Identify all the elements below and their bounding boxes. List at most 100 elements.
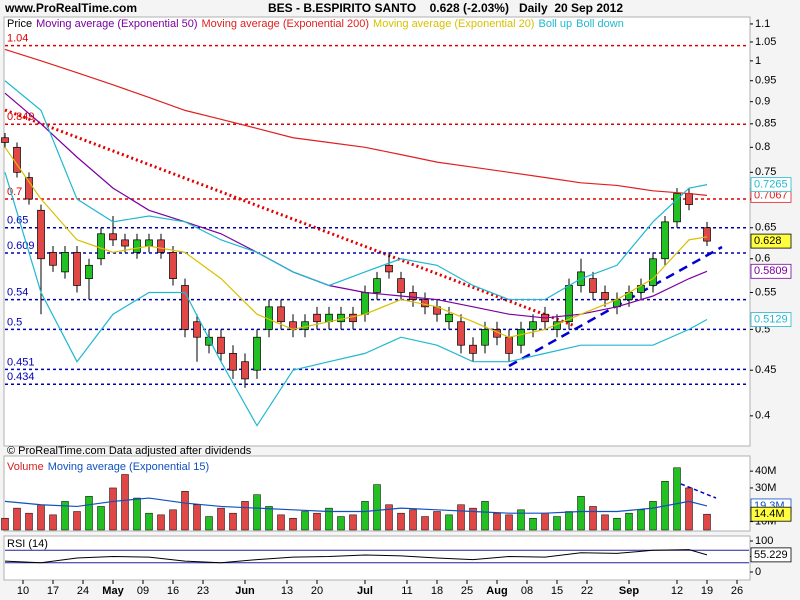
legend-label: RSI (14)	[7, 538, 48, 550]
volume-bar	[49, 514, 57, 531]
series-line	[4, 497, 708, 514]
candle-body	[349, 313, 357, 323]
volume-bar	[109, 487, 117, 531]
volume-bar	[121, 474, 129, 531]
trend-line	[4, 108, 576, 328]
volume-bar	[265, 506, 273, 531]
volume-bar	[505, 514, 513, 531]
candle-body	[169, 252, 177, 279]
volume-bar	[13, 507, 21, 531]
level-label: 0.609	[7, 240, 35, 252]
level-label: 0.451	[7, 356, 35, 368]
candle-body	[313, 313, 321, 323]
value-box-label: 0.628	[754, 235, 782, 247]
volume-bar	[193, 504, 201, 531]
volume-bar	[241, 501, 249, 531]
volume-bar	[703, 513, 711, 531]
volume-bar	[1, 517, 9, 531]
x-tick-label: 22	[581, 585, 593, 597]
candle-body	[505, 336, 513, 354]
trend-line	[680, 483, 717, 499]
volume-bar	[685, 487, 693, 531]
volume-bar	[445, 514, 453, 531]
y-tick-label: 1.05	[755, 36, 776, 48]
series-line	[4, 172, 708, 427]
volume-bar	[145, 512, 153, 531]
volume-bar	[601, 514, 609, 531]
source: www.ProRealTime.com	[4, 1, 137, 15]
legend-label: Moving average (Exponential 200)	[202, 18, 370, 30]
candle-body	[61, 252, 69, 273]
x-tick-label: 16	[167, 585, 179, 597]
volume-bar	[205, 516, 213, 531]
volume-bar	[97, 506, 105, 531]
volume-bar	[673, 467, 681, 531]
volume-bar	[133, 497, 141, 531]
volume-bar	[337, 516, 345, 531]
x-tick-label: 26	[731, 585, 743, 597]
legend-label: Price	[7, 18, 32, 30]
level-label: 0.65	[7, 215, 28, 227]
value-box-label: 0.5809	[754, 265, 788, 277]
x-tick-label: 19	[701, 585, 713, 597]
volume-bar	[637, 509, 645, 531]
series-line	[4, 92, 708, 319]
x-tick-label: 25	[461, 585, 473, 597]
value-box	[750, 547, 792, 563]
volume-bar	[649, 501, 657, 531]
volume-bar	[289, 517, 297, 531]
volume-bar	[373, 484, 381, 531]
x-tick-label: Jun	[235, 585, 255, 597]
candle-body	[97, 233, 105, 260]
level-label: 0.5	[7, 316, 22, 328]
y-tick-label: 30M	[755, 482, 776, 494]
x-tick-label: 20	[311, 585, 323, 597]
volume-bar	[409, 509, 417, 531]
candle-body	[385, 264, 393, 273]
volume-bar	[529, 517, 537, 531]
candle-body	[529, 321, 537, 330]
x-tick-label: 13	[281, 585, 293, 597]
price-panel	[3, 16, 751, 447]
x-tick-label: 09	[137, 585, 149, 597]
candle-body	[121, 239, 129, 247]
candle-body	[109, 233, 117, 241]
volume-bar	[25, 512, 33, 531]
x-tick-label: 24	[77, 585, 89, 597]
candle-body	[373, 278, 381, 293]
y-tick-label: 0.9	[755, 96, 770, 108]
volume-bar	[169, 509, 177, 531]
legend-label: Moving average (Exponential 50)	[36, 18, 197, 30]
candle-body	[73, 252, 81, 286]
candle-body	[469, 344, 477, 354]
x-tick-label: 15	[551, 585, 563, 597]
y-tick-label: 0.45	[755, 364, 776, 376]
value-box-label: 0.7067	[754, 189, 788, 201]
volume-bar	[385, 504, 393, 531]
x-tick-label: 12	[671, 585, 683, 597]
volume-bar	[217, 507, 225, 531]
candle-body	[337, 313, 345, 323]
candle-body	[301, 321, 309, 330]
volume-bar	[85, 496, 93, 531]
volume-bar	[589, 506, 597, 531]
volume-bar	[253, 494, 261, 531]
volume-bar	[625, 512, 633, 531]
x-tick-label: 17	[47, 585, 59, 597]
candle-body	[673, 193, 681, 223]
candle-body	[253, 336, 261, 371]
y-tick-label: 1	[755, 55, 761, 67]
candle-body	[703, 227, 711, 242]
y-tick-label: 0	[755, 566, 761, 578]
chart-title: BES - B.ESPIRITO SANTO 0.628 (-2.03%) Da…	[268, 1, 623, 15]
volume-bar	[397, 512, 405, 531]
y-tick-label: 0.95	[755, 75, 776, 87]
candle-body	[85, 264, 93, 279]
volume-bar	[493, 512, 501, 531]
volume-bar	[229, 512, 237, 531]
candle-body	[325, 313, 333, 323]
level-label: 0.7	[7, 186, 22, 198]
volume-bar	[481, 501, 489, 531]
x-tick-label: 23	[197, 585, 209, 597]
value-box	[750, 233, 792, 249]
